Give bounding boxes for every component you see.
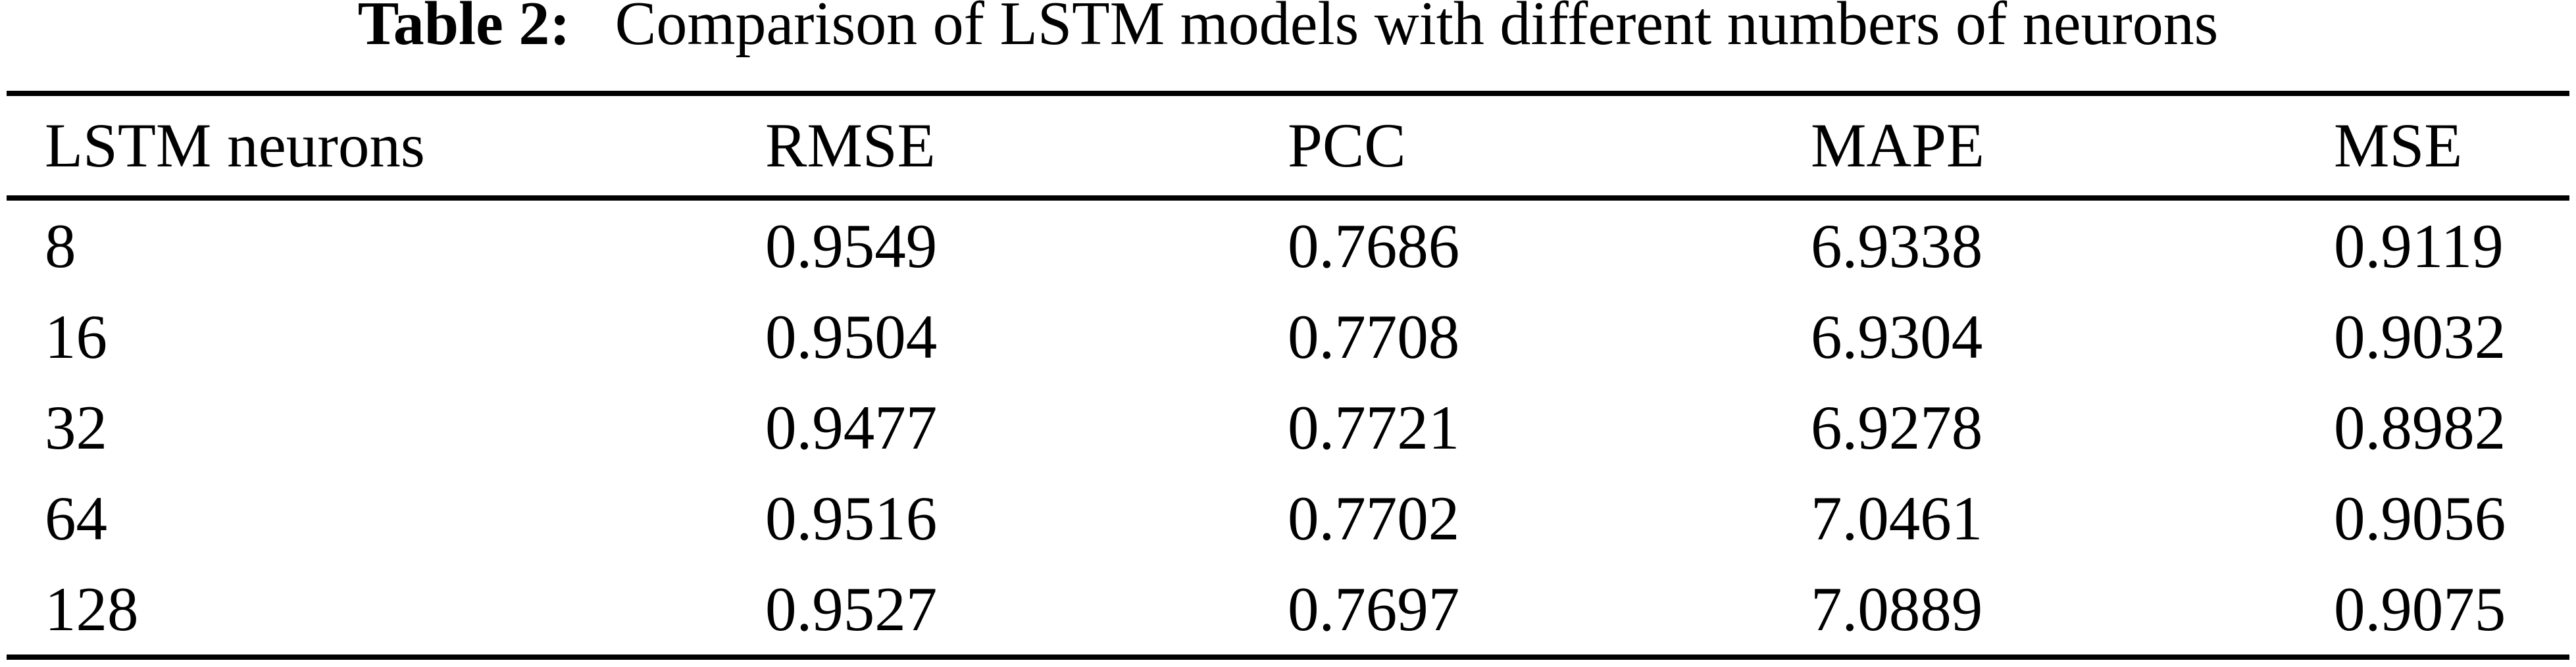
table-row: 32 0.9477 0.7721 6.9278 0.8982 bbox=[7, 382, 2569, 473]
cell-mape: 6.9304 bbox=[1811, 301, 1983, 372]
lstm-comparison-table: LSTM neurons RMSE PCC MAPE MSE 8 0.9549 … bbox=[7, 91, 2569, 660]
cell-mape: 7.0461 bbox=[1811, 483, 1983, 553]
cell-neurons: 16 bbox=[45, 301, 107, 372]
column-header-pcc: PCC bbox=[1250, 93, 1773, 201]
cell-rmse: 0.9527 bbox=[765, 574, 938, 644]
cell-mse: 0.9056 bbox=[2334, 483, 2506, 553]
table-header-row: LSTM neurons RMSE PCC MAPE MSE bbox=[7, 93, 2569, 201]
table-caption: Table 2: Comparison of LSTM models with d… bbox=[0, 0, 2576, 55]
cell-mse: 0.8982 bbox=[2334, 392, 2506, 462]
cell-neurons: 8 bbox=[45, 210, 76, 281]
cell-rmse: 0.9477 bbox=[765, 392, 938, 462]
cell-neurons: 64 bbox=[45, 483, 107, 553]
cell-rmse: 0.9504 bbox=[765, 301, 938, 372]
table-row: 64 0.9516 0.7702 7.0461 0.9056 bbox=[7, 473, 2569, 564]
cell-mse: 0.9075 bbox=[2334, 574, 2506, 644]
table-caption-label: Table 2: bbox=[357, 0, 570, 58]
cell-rmse: 0.9516 bbox=[765, 483, 938, 553]
cell-pcc: 0.7702 bbox=[1288, 483, 1460, 553]
column-header-mape: MAPE bbox=[1773, 93, 2296, 201]
cell-mape: 6.9338 bbox=[1811, 210, 1983, 281]
column-header-rmse: RMSE bbox=[727, 93, 1250, 201]
column-header-lstm-neurons: LSTM neurons bbox=[7, 93, 727, 201]
cell-neurons: 32 bbox=[45, 392, 107, 462]
cell-pcc: 0.7697 bbox=[1288, 574, 1460, 644]
cell-mape: 7.0889 bbox=[1811, 574, 1983, 644]
cell-mse: 0.9032 bbox=[2334, 301, 2506, 372]
table-row: 128 0.9527 0.7697 7.0889 0.9075 bbox=[7, 564, 2569, 657]
table-row: 16 0.9504 0.7708 6.9304 0.9032 bbox=[7, 291, 2569, 382]
cell-mape: 6.9278 bbox=[1811, 392, 1983, 462]
cell-rmse: 0.9549 bbox=[765, 210, 938, 281]
cell-pcc: 0.7721 bbox=[1288, 392, 1460, 462]
table-row: 8 0.9549 0.7686 6.9338 0.9119 bbox=[7, 198, 2569, 291]
cell-pcc: 0.7686 bbox=[1288, 210, 1460, 281]
cell-pcc: 0.7708 bbox=[1288, 301, 1460, 372]
cell-mse: 0.9119 bbox=[2334, 210, 2504, 281]
table-caption-text: Comparison of LSTM models with different… bbox=[615, 0, 2219, 58]
column-header-mse: MSE bbox=[2296, 93, 2569, 201]
cell-neurons: 128 bbox=[45, 574, 139, 644]
